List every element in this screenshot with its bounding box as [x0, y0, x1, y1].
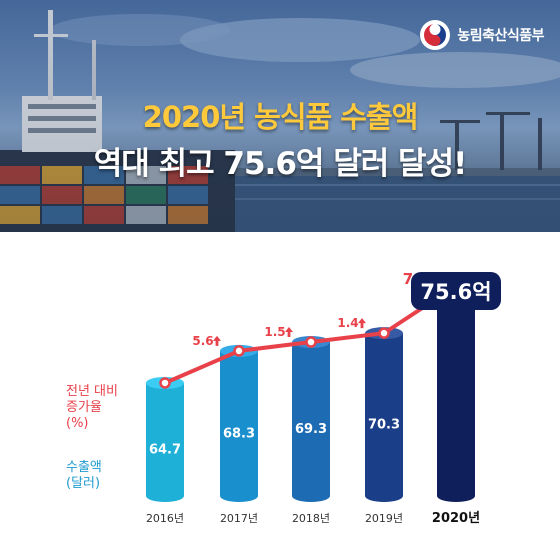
bar [220, 350, 258, 496]
export-legend-line-1: 수출액 [66, 460, 102, 475]
bar-base [220, 490, 258, 502]
bar [437, 285, 475, 496]
title-line-1: 2020년 농식품 수출액 [142, 100, 419, 134]
up-arrow-icon [358, 318, 366, 329]
ministry-logo: 농림축산식품부 [419, 18, 544, 52]
bar [292, 342, 330, 496]
bar [146, 382, 184, 496]
growth-rate-legend: 전년 대비 증가율 (%) [66, 384, 118, 432]
x-tick-label: 2019년 [365, 512, 403, 525]
ministry-name: 농림축산식품부 [457, 28, 544, 44]
export-amount-legend: 수출액 (달러) [66, 460, 102, 492]
export-chart: 64.768.369.370.35.61.51.47.575.6억2016년20… [146, 270, 501, 526]
value-callout [411, 272, 501, 310]
growth-rate-label: 5.6 [192, 334, 213, 348]
bar-base [437, 490, 475, 502]
bar-base [365, 490, 403, 502]
up-arrow-icon [213, 335, 222, 346]
bar-value-label: 70.3 [368, 418, 400, 433]
up-arrow-icon [285, 327, 293, 338]
value-callout-pointer [449, 309, 463, 318]
growth-rate-legend-line-3: (%) [66, 416, 89, 431]
x-tick-label: 2018년 [292, 512, 330, 525]
growth-rate-legend-line-2: 증가율 [66, 400, 102, 415]
bar-base [146, 490, 184, 502]
growth-rate-label: 1.5 [264, 325, 285, 339]
title-line-2: 역대 최고 75.6억 달러 달성! [93, 146, 467, 182]
export-legend-line-2: (달러) [66, 476, 101, 491]
bar-value-label: 64.7 [149, 442, 181, 457]
x-tick-label: 2020년 [432, 511, 480, 526]
bar-value-label: 68.3 [223, 426, 255, 441]
hero-banner: 농림축산식품부 2020년 농식품 수출액 역대 최고 75.6억 달러 달성! [0, 0, 560, 232]
growth-point [378, 327, 390, 339]
x-tick-label: 2016년 [146, 512, 184, 525]
growth-point [159, 377, 171, 389]
growth-point [233, 345, 245, 357]
port-background-image [0, 10, 560, 232]
value-callout-label: 75.6억 [420, 280, 491, 304]
x-tick-label: 2017년 [220, 512, 258, 525]
bar [365, 333, 403, 496]
growth-rate-label: 1.4 [337, 316, 358, 330]
growth-point [305, 336, 317, 348]
growth-rate-legend-line-1: 전년 대비 [66, 384, 118, 399]
bar-base [292, 490, 330, 502]
bar-value-label: 69.3 [295, 422, 327, 437]
taegeuk-emblem-icon [420, 20, 451, 50]
